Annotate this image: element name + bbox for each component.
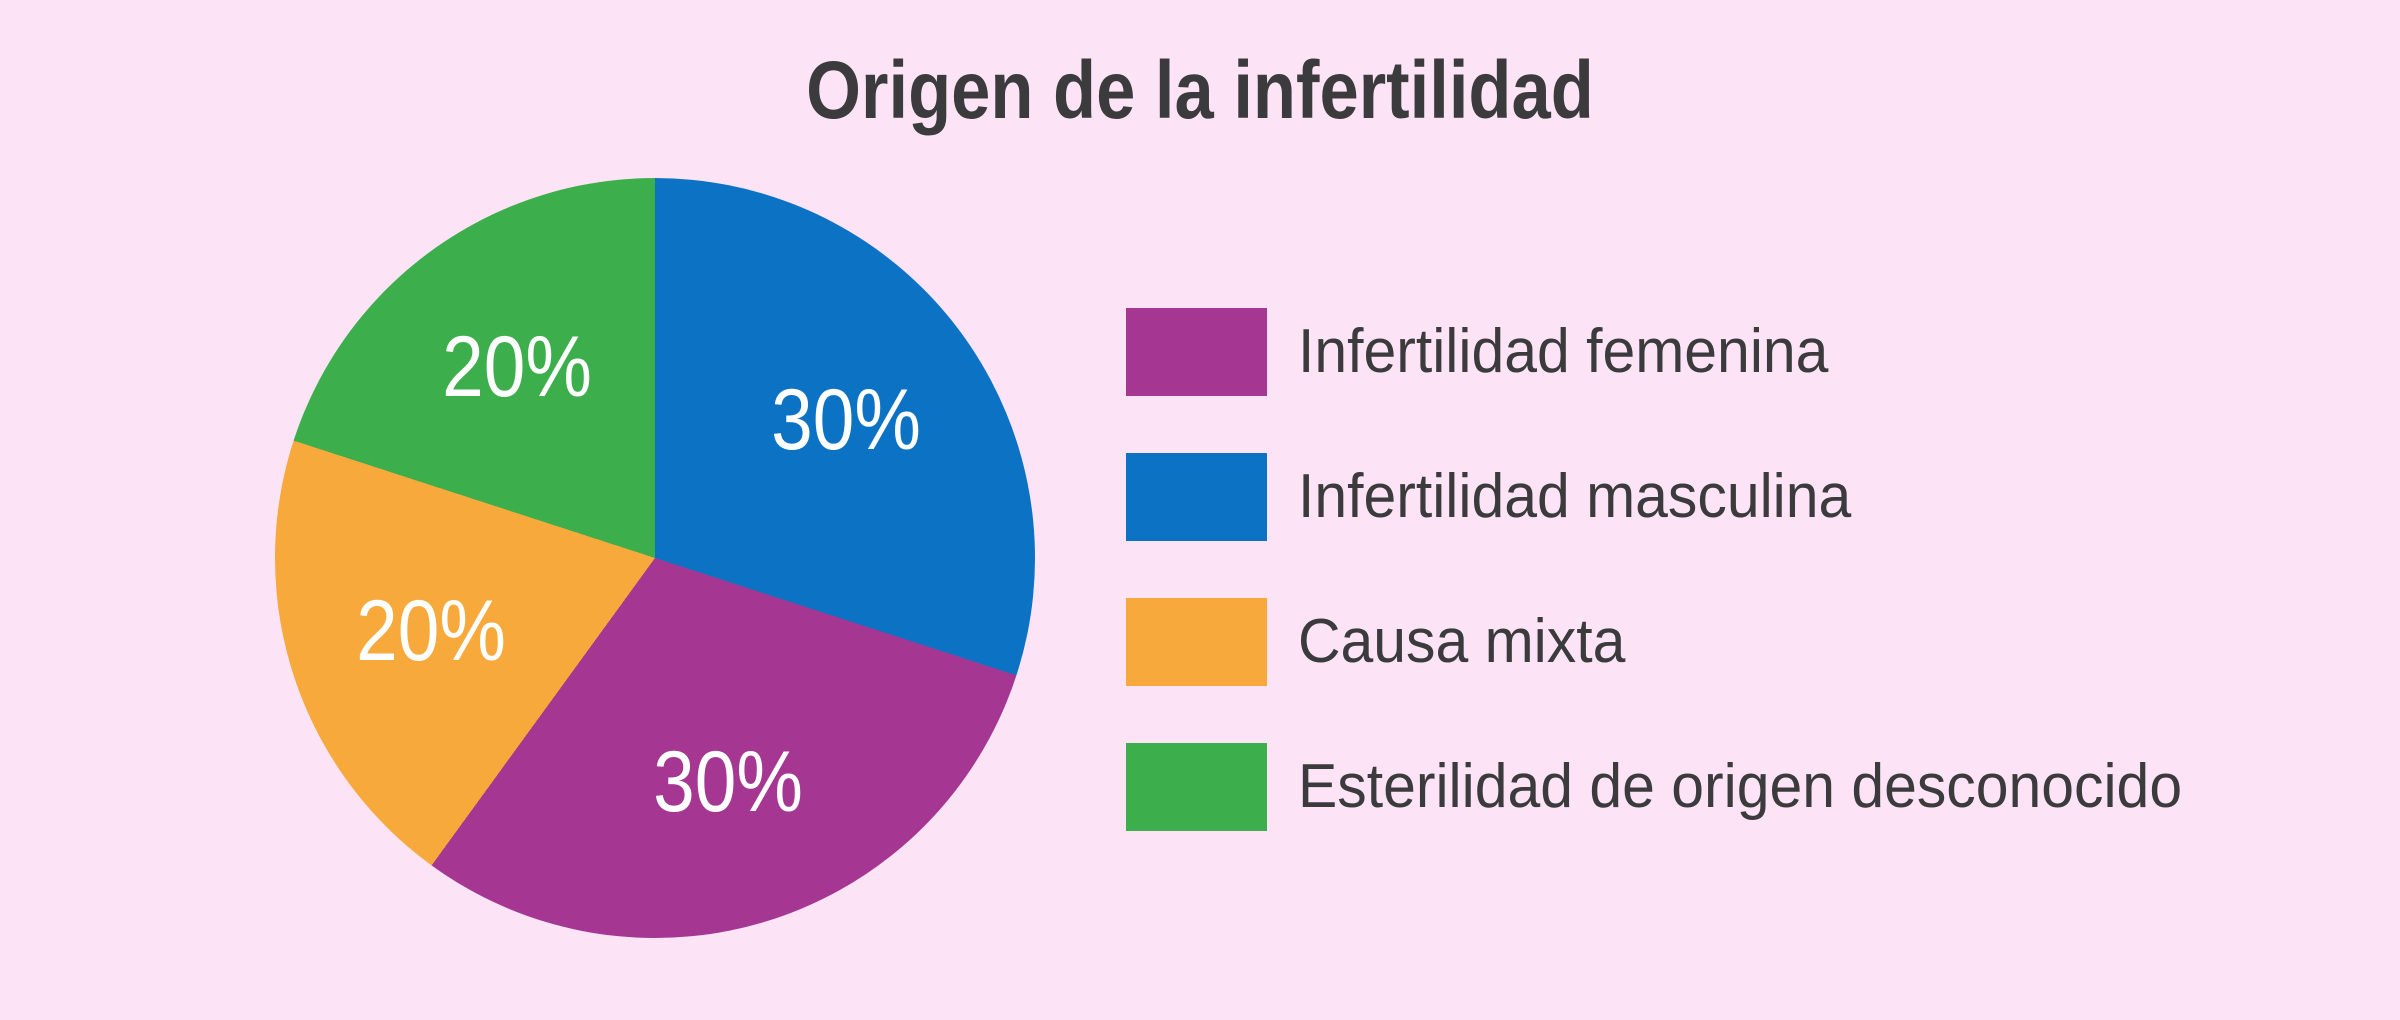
legend-label-2: Causa mixta xyxy=(1298,607,1626,676)
legend: Infertilidad femenina Infertilidad mascul… xyxy=(1126,308,2229,831)
legend-swatch-2 xyxy=(1126,598,1267,686)
legend-swatch-3 xyxy=(1126,743,1267,831)
slice-label-1: 30% xyxy=(652,734,803,831)
legend-row-0: Infertilidad femenina xyxy=(1126,308,2229,396)
legend-label-3: Esterilidad de origen desconocido xyxy=(1298,752,2183,821)
legend-row-1: Infertilidad masculina xyxy=(1126,453,2229,541)
legend-row-2: Causa mixta xyxy=(1126,598,2229,686)
slice-label-0: 30% xyxy=(770,371,921,468)
legend-label-0: Infertilidad femenina xyxy=(1298,317,1829,386)
legend-swatch-0 xyxy=(1126,308,1267,396)
slice-label-2: 20% xyxy=(356,582,506,679)
chart-title: Origen de la infertilidad xyxy=(806,45,1594,136)
slice-label-3: 20% xyxy=(441,319,592,416)
legend-row-3: Esterilidad de origen desconocido xyxy=(1126,743,2229,831)
legend-swatch-1 xyxy=(1126,453,1267,541)
legend-label-1: Infertilidad masculina xyxy=(1298,462,1852,531)
pie-chart: 30% 30% 20% 20% xyxy=(275,178,1035,938)
